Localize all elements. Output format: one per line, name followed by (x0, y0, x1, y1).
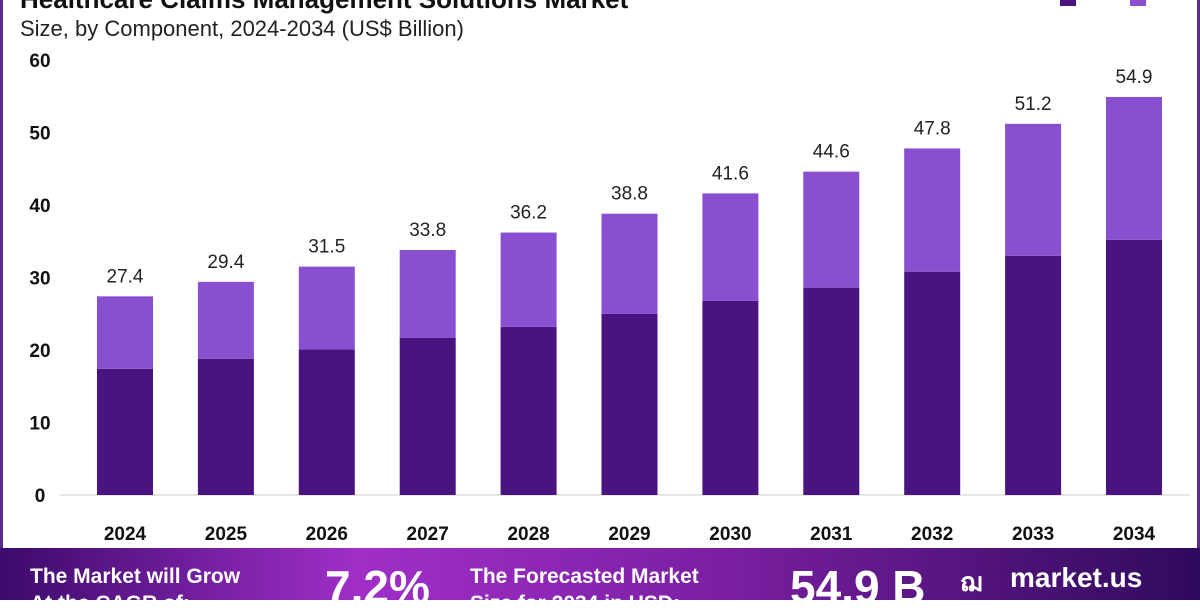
x-tick-label: 2033 (1012, 524, 1054, 545)
total-label: 31.5 (308, 237, 345, 258)
total-label: 33.8 (409, 220, 446, 241)
y-tick-label: 10 (29, 414, 50, 435)
forecast-label-2: Size for 2034 in USD: (470, 592, 681, 615)
bar-segment-2 (702, 193, 759, 301)
x-tick-label: 2029 (608, 524, 650, 545)
bar-segment-2 (500, 232, 557, 327)
legend-swatch (1060, 0, 1076, 6)
total-label: 51.2 (1015, 94, 1052, 115)
y-tick-label: 20 (29, 341, 50, 362)
total-label: 54.9 (1116, 67, 1153, 88)
x-tick-label: 2025 (205, 524, 248, 545)
bar-segment-1 (1106, 239, 1162, 495)
x-tick-label: 2027 (407, 524, 449, 545)
bar-segment-1 (702, 300, 759, 495)
bar-segment-2 (601, 213, 658, 314)
bar-chart: 010203040506027.4202429.4202531.5202633.… (29, 51, 1190, 545)
cagr-label-2: At the CAGR of: (30, 592, 190, 615)
brand-name: market.us (1010, 562, 1143, 593)
forecast-label: The Forecasted Market (470, 565, 699, 588)
y-tick-label: 40 (29, 196, 50, 217)
y-tick-label: 30 (29, 269, 50, 290)
total-label: 27.4 (107, 266, 144, 287)
chart-title: Healthcare Claims Management Solutions M… (20, 0, 628, 15)
bar-segment-2 (1106, 96, 1162, 240)
bar-segment-1 (500, 326, 557, 495)
bar-segment-1 (803, 287, 860, 495)
chart-frame (0, 0, 1200, 548)
x-tick-label: 2034 (1113, 524, 1156, 545)
x-tick-label: 2026 (306, 524, 348, 545)
chart-subtitle: Size, by Component, 2024-2034 (US$ Billi… (20, 16, 464, 41)
total-label: 41.6 (712, 163, 749, 184)
x-tick-label: 2030 (709, 524, 751, 545)
legend-swatch (1130, 0, 1146, 6)
bar-segment-2 (904, 148, 961, 272)
legend-item-2 (1130, 0, 1146, 6)
x-tick-label: 2031 (810, 524, 853, 545)
y-tick-label: 0 (35, 486, 46, 507)
cagr-value: 7.2% (325, 561, 430, 613)
bar-segment-1 (97, 368, 153, 495)
x-tick-label: 2032 (911, 524, 953, 545)
bar-segment-2 (1005, 123, 1062, 256)
bar-segment-1 (197, 358, 254, 495)
cagr-label: The Market will Grow (30, 565, 241, 588)
bar-segment-2 (803, 171, 860, 288)
total-label: 36.2 (510, 203, 547, 224)
bar-segment-2 (97, 296, 153, 369)
bar-segment-1 (601, 313, 658, 495)
x-tick-label: 2028 (507, 524, 549, 545)
forecast-value: 54.9 B (790, 561, 926, 613)
bar-segment-1 (399, 337, 456, 495)
x-tick-label: 2024 (104, 524, 147, 545)
total-label: 44.6 (813, 142, 850, 163)
total-label: 38.8 (611, 184, 648, 205)
total-label: 29.4 (207, 252, 244, 273)
bar-segment-2 (298, 266, 355, 350)
total-label: 47.8 (914, 118, 951, 139)
legend-item-1 (1060, 0, 1076, 6)
bar-segment-2 (399, 249, 456, 338)
bar-segment-1 (1005, 255, 1062, 495)
y-tick-label: 60 (29, 51, 50, 72)
bar-segment-2 (197, 281, 254, 359)
bar-segment-1 (904, 271, 961, 495)
summary-banner: The Market will Grow At the CAGR of: 7.2… (0, 548, 1200, 615)
brand-logo-icon: ฌ (960, 567, 983, 597)
bar-segment-1 (298, 349, 355, 495)
y-tick-label: 50 (29, 124, 50, 145)
